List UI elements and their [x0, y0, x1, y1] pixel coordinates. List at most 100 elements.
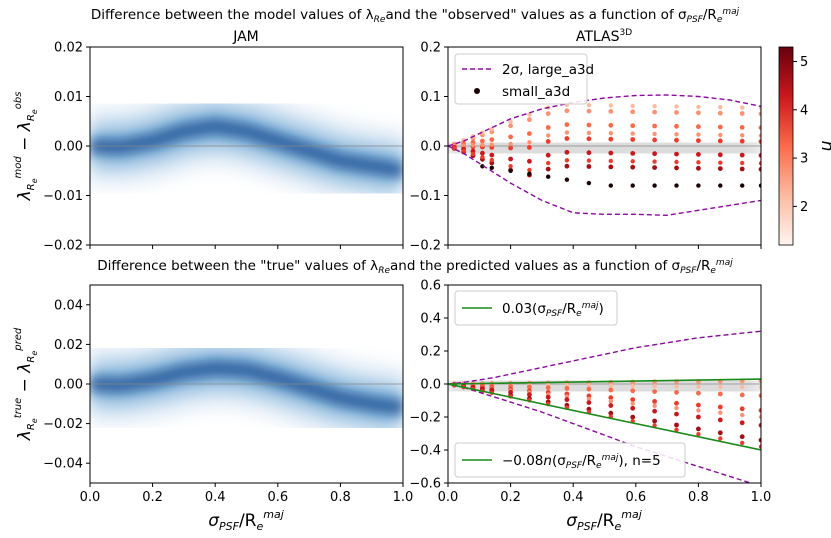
scatter-point — [674, 411, 679, 417]
scatter-point — [652, 423, 657, 428]
colorbar-tick-label: 3 — [800, 152, 808, 167]
scatter-point — [546, 160, 551, 166]
y-tick-label: −0.04 — [43, 457, 83, 472]
scatter-point — [696, 426, 701, 432]
scatter-point — [717, 430, 723, 436]
scatter-point — [527, 112, 532, 117]
density-background — [448, 124, 761, 172]
scatter-point-small — [564, 177, 570, 182]
y-tick-label: −0.6 — [409, 477, 441, 492]
scatter-point — [696, 165, 701, 171]
panel-top-right: 0.2 0.1 0.0 −0.1 −0.2 — [409, 41, 762, 254]
density-core — [90, 118, 403, 179]
scatter-point — [630, 164, 636, 170]
scatter-point — [739, 111, 745, 116]
suptitle-bottom: Difference between the "true" values of … — [97, 258, 733, 276]
scatter-point — [508, 123, 513, 129]
x-tick-label: 0.6 — [625, 490, 646, 505]
scatter-point — [674, 110, 679, 115]
scatter-point — [758, 161, 761, 166]
scatter-point — [696, 408, 701, 413]
scatter-point — [717, 124, 723, 130]
scatter-point — [674, 400, 679, 406]
scatter-point — [652, 389, 657, 394]
y-tick-label: 0.04 — [54, 298, 83, 313]
panel-bottom-right: 0.60.40.20.0−0.2−0.4−0.60.0 0.2 0.4 0.6 0.8 1… — [409, 279, 771, 506]
y-tick-label: −0.01 — [43, 189, 83, 204]
scatter-point — [545, 394, 551, 400]
panel-bottom-left: 0.04 0.02 0.00 −0.02 −0.04 0.0 0.2 0.4 0.6 0.8 1.0 — [43, 284, 413, 505]
scatter-point-small — [718, 183, 723, 188]
scatter-point — [630, 401, 635, 406]
scatter-point — [630, 137, 636, 142]
legend-label-line-lower: −0.08n(σPSF/Remaj), n=5 — [502, 453, 661, 471]
scatter-point — [696, 414, 701, 420]
scatter-point — [717, 138, 723, 144]
scatter-point — [696, 132, 701, 137]
scatter-point — [586, 136, 592, 142]
scatter-point — [758, 408, 761, 413]
plot-area — [90, 86, 403, 210]
scatter-point — [564, 163, 570, 169]
density-core — [90, 360, 403, 416]
scatter-point — [740, 412, 745, 418]
scatter-point — [564, 130, 570, 135]
scatter-point — [608, 150, 614, 156]
x-tick-label: 0.6 — [267, 490, 288, 505]
scatter-point-small — [608, 183, 613, 188]
scatter-point — [586, 386, 592, 392]
scatter-point — [717, 417, 723, 423]
scatter-point — [630, 151, 636, 156]
scatter-point — [696, 384, 701, 389]
scatter-point — [564, 149, 570, 155]
scatter-point — [652, 399, 657, 404]
scatter-point — [718, 105, 723, 110]
scatter-point — [717, 152, 723, 158]
scatter-point — [489, 142, 494, 147]
scatter-point — [652, 131, 657, 137]
legend-top-right: 2σ, large_a3d small_a3d — [454, 53, 594, 105]
scatter-point — [586, 130, 592, 136]
scatter-point — [696, 432, 701, 437]
x-tick-label: 0.8 — [330, 490, 351, 505]
scatter-point — [758, 437, 761, 443]
scatter-point — [564, 108, 570, 114]
scatter-point — [739, 152, 745, 158]
y-tick-label: 0.00 — [54, 140, 83, 155]
panel-title-jam: JAM — [232, 29, 259, 45]
scatter-point — [608, 136, 614, 142]
scatter-point — [608, 387, 614, 393]
scatter-point — [652, 151, 657, 157]
scatter-point — [758, 385, 761, 390]
scatter-point-small — [508, 168, 513, 173]
y-tick-label: 0.2 — [420, 41, 441, 56]
scatter-point — [586, 383, 592, 388]
scatter-point — [758, 414, 761, 420]
scatter-point — [545, 139, 551, 144]
scatter-point — [608, 383, 613, 388]
sigma-lower-curve — [448, 383, 753, 483]
scatter-point — [696, 110, 701, 116]
y-tick-label: 0.02 — [54, 338, 83, 353]
legend-box — [454, 53, 588, 105]
plot-area — [448, 330, 761, 483]
scatter-point — [718, 160, 723, 165]
scatter-point — [758, 393, 761, 398]
scatter-point — [717, 166, 723, 172]
xlabel-left: σPSF/Remaj — [208, 508, 285, 533]
scatter-point — [586, 158, 592, 163]
x-tick-label: 1.0 — [751, 490, 772, 505]
scatter-point-small — [696, 183, 701, 188]
scatter-point — [758, 444, 761, 449]
scatter-point — [470, 143, 476, 148]
scatter-point — [608, 399, 613, 404]
scatter-point — [718, 132, 723, 138]
scatter-point — [740, 133, 745, 138]
plot-area — [448, 94, 761, 217]
scatter-point — [527, 384, 532, 390]
scatter-point — [461, 143, 466, 148]
colorbar-label: n — [817, 141, 831, 152]
legend-bottom-right-upper: 0.03(σPSF/Remaj) — [454, 290, 618, 326]
scatter-point — [696, 160, 701, 165]
scatter-point — [608, 395, 614, 401]
